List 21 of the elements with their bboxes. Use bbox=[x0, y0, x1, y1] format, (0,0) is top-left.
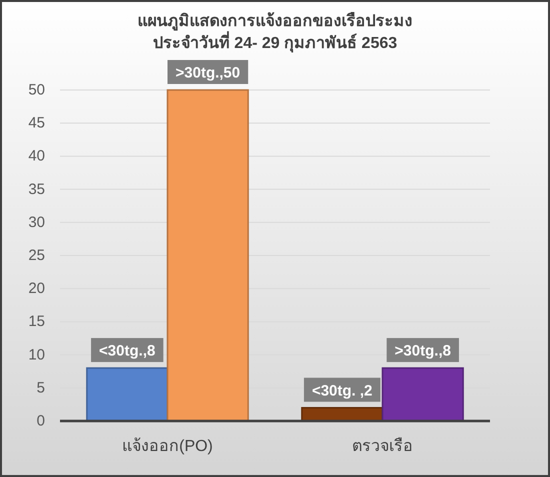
y-tick-label: 45 bbox=[28, 114, 45, 132]
y-tick-label: 0 bbox=[36, 412, 45, 430]
y-tick-label: 40 bbox=[28, 148, 45, 165]
bar bbox=[86, 367, 168, 422]
y-tick-label: 10 bbox=[28, 346, 45, 364]
y-tick-label: 20 bbox=[28, 280, 45, 298]
y-tick-label: 15 bbox=[28, 313, 45, 330]
data-label: <30tg. ,2 bbox=[312, 382, 372, 400]
y-tick-label: 35 bbox=[28, 180, 45, 198]
x-tick-label: ตรวจเรือ bbox=[352, 437, 413, 455]
bar bbox=[166, 89, 249, 422]
x-tick-label: แจ้งออก(PO) bbox=[122, 437, 213, 455]
y-tick-label: 30 bbox=[28, 214, 45, 231]
y-tick-label: 5 bbox=[36, 379, 45, 396]
y-tick-label: 50 bbox=[28, 82, 45, 98]
y-tick-label: 25 bbox=[28, 247, 45, 264]
chart-title: แผนภูมิแสดงการแจ้งออกของเรือประมง ประจำวันที่ 24- 29 กุมภาพันธ์ 2563 bbox=[138, 12, 412, 53]
data-label: >30tg.,8 bbox=[394, 342, 451, 360]
data-label: <30tg.,8 bbox=[99, 342, 156, 360]
bar bbox=[382, 367, 464, 422]
data-label: >30tg.,50 bbox=[176, 64, 240, 82]
